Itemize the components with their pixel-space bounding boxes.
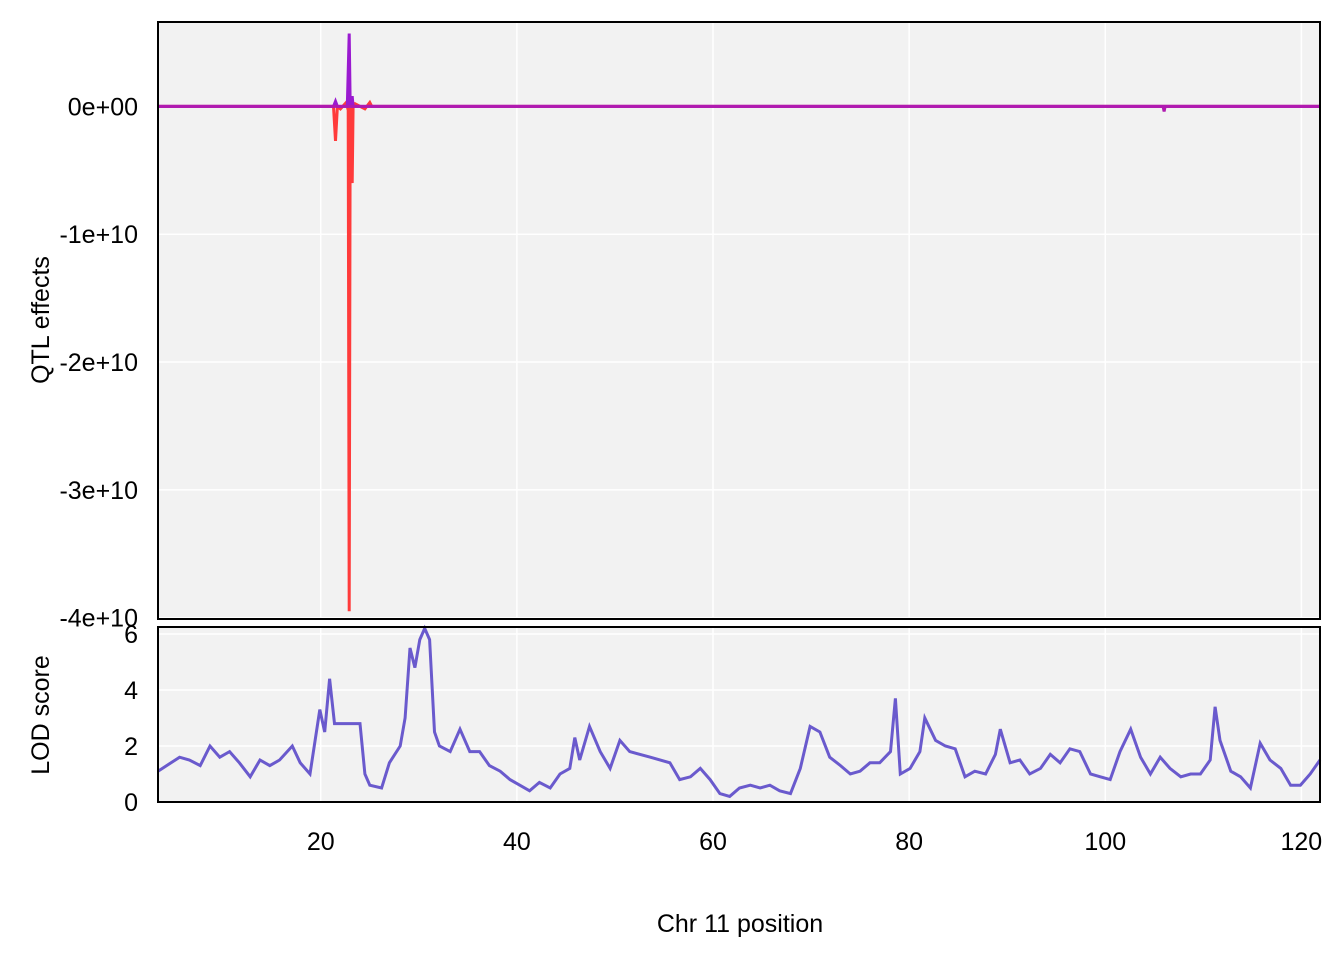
x-axis-label: Chr 11 position [657, 910, 823, 938]
x-tick-label: 60 [699, 828, 727, 856]
plot-background [158, 627, 1320, 802]
plot-border [157, 626, 1321, 803]
x-tick-label: 100 [1084, 828, 1126, 856]
y-tick-label: -2e+10 [59, 349, 138, 377]
plot-border [157, 21, 1321, 620]
data-line [158, 104, 1320, 112]
data-line [157, 624, 1322, 799]
y-tick-label: -3e+10 [59, 477, 138, 505]
y-axis-label: QTL effects [27, 256, 55, 384]
y-tick-label: 0 [124, 789, 138, 817]
y-tick-label: -4e+10 [59, 605, 138, 633]
y-tick-label: -1e+10 [59, 221, 138, 249]
data-line [158, 33, 1320, 108]
y-tick-label: 0e+00 [68, 93, 138, 121]
x-tick-label: 20 [307, 828, 335, 856]
y-tick-label: 6 [124, 621, 138, 649]
x-tick-label: 80 [895, 828, 923, 856]
x-tick-label: 120 [1281, 828, 1323, 856]
y-axis-label: LOD score [27, 655, 55, 774]
y-tick-label: 4 [124, 677, 138, 705]
y-tick-label: 2 [124, 733, 138, 761]
x-tick-label: 40 [503, 828, 531, 856]
